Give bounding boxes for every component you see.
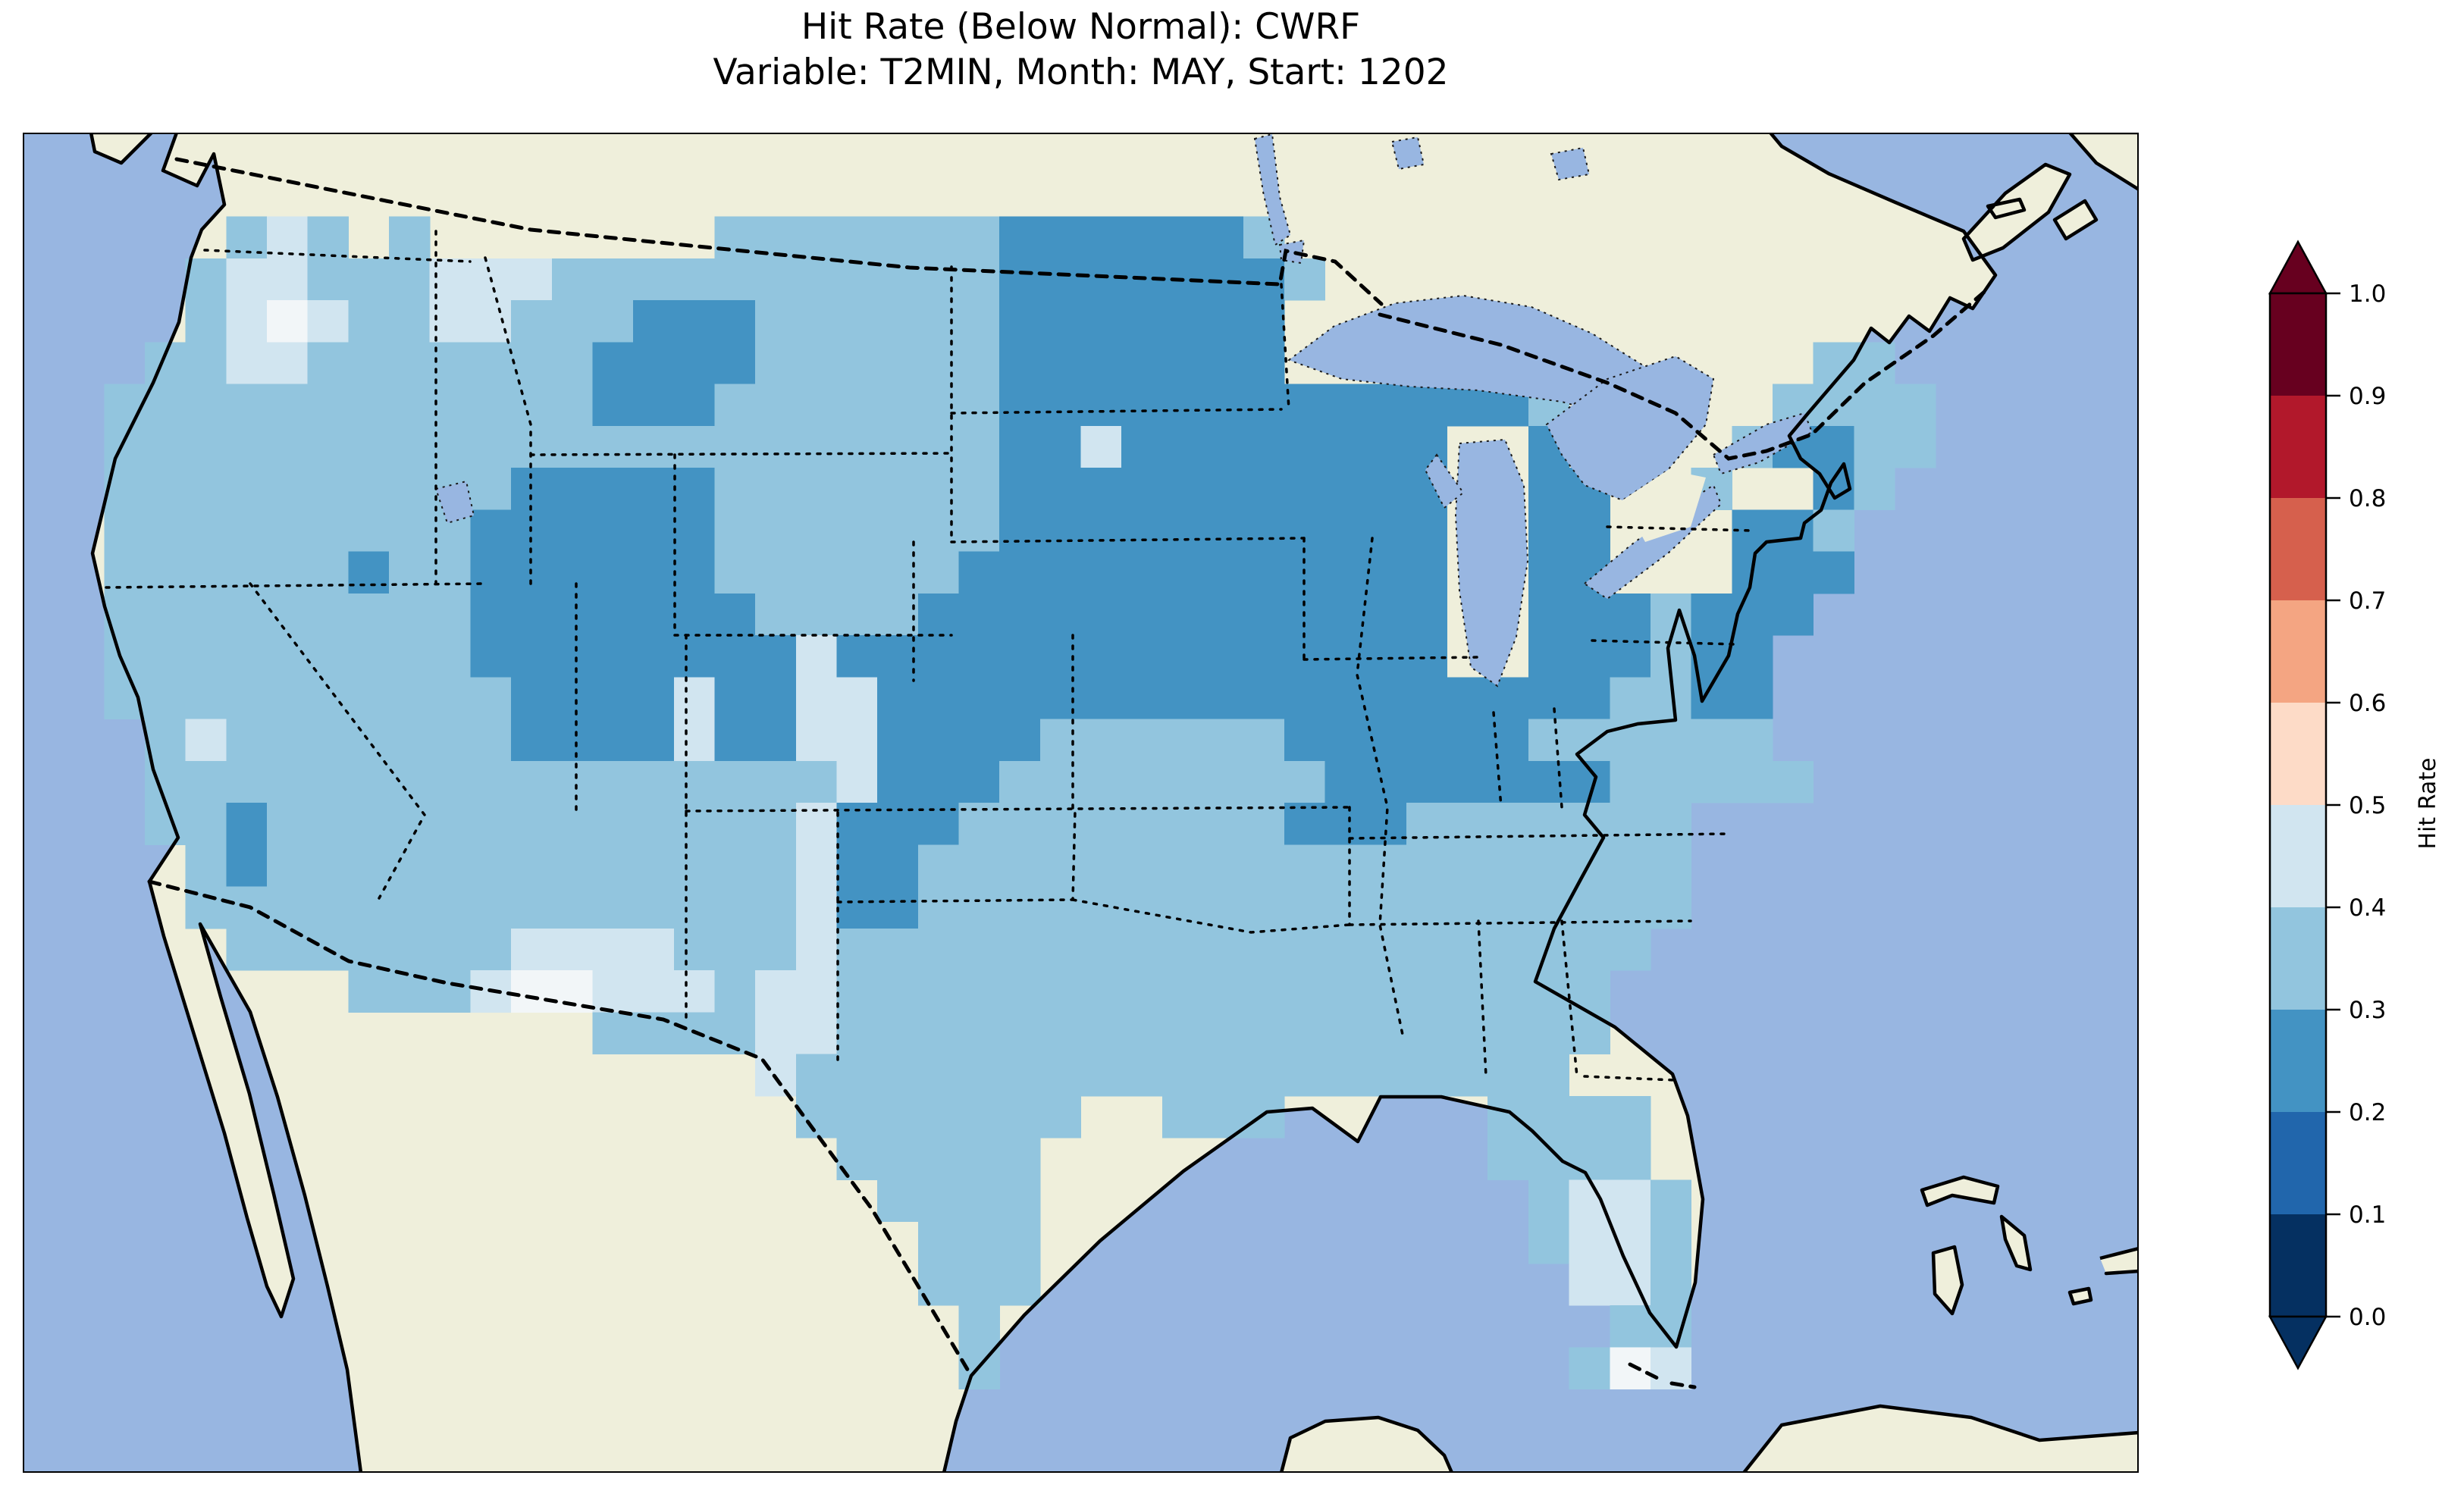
- colorbar-ticks: 1.0 0.9 0.8 0.7 0.6 0.5 0.4 0.3 0.2 0.1 0.0: [2326, 280, 2386, 1331]
- coastline: [89, 133, 2139, 1473]
- canada-lake-small-1: [1390, 136, 1425, 171]
- us-canada-border: [174, 157, 1384, 306]
- us-canada-border-east: [1378, 287, 1990, 461]
- map-canvas: [23, 133, 2139, 1473]
- svg-text:0.3: 0.3: [2349, 997, 2386, 1024]
- colorbar-arrow-down: [2268, 1315, 2328, 1370]
- svg-text:0.8: 0.8: [2349, 485, 2386, 512]
- international-borders: [147, 157, 1990, 1389]
- great-salt-lake: [434, 480, 475, 525]
- us-mexico-border: [147, 879, 973, 1378]
- canada-lake-small-2: [1550, 146, 1591, 181]
- svg-text:0.6: 0.6: [2349, 690, 2386, 717]
- title-line-1: Hit Rate (Below Normal): CWRF: [801, 6, 1361, 48]
- figure-title: Hit Rate (Below Normal): CWRF Variable: …: [23, 5, 2139, 96]
- svg-text:1.0: 1.0: [2349, 280, 2386, 308]
- svg-text:0.2: 0.2: [2349, 1099, 2386, 1126]
- colorbar-segments: [2270, 293, 2326, 1317]
- colorbar-canvas: 1.0 0.9 0.8 0.7 0.6 0.5 0.4 0.3 0.2 0.1 0.0 Hit Ra…: [2268, 240, 2441, 1370]
- green-bay: [1424, 453, 1465, 509]
- lake-ontario: [1712, 412, 1814, 475]
- svg-text:0.9: 0.9: [2349, 383, 2386, 410]
- state-borders: [105, 230, 1753, 1082]
- colorbar: 1.0 0.9 0.8 0.7 0.6 0.5 0.4 0.3 0.2 0.1 0.0 Hit Ra…: [2259, 233, 2464, 1385]
- map-panel: [23, 133, 2139, 1473]
- lake-huron: [1545, 355, 1715, 502]
- ontario-peninsula: [1622, 470, 1706, 542]
- lake-winnipeg: [1253, 133, 1292, 246]
- svg-text:0.4: 0.4: [2349, 894, 2386, 922]
- colorbar-arrow-up: [2268, 240, 2328, 295]
- lakes: [434, 133, 1814, 687]
- title-line-2: Variable: T2MIN, Month: MAY, Start: 1202: [713, 52, 1449, 93]
- svg-text:0.1: 0.1: [2349, 1201, 2386, 1229]
- svg-text:0.7: 0.7: [2349, 587, 2386, 615]
- florida-keys: [1628, 1362, 1697, 1389]
- colorbar-label: Hit Rate: [2415, 758, 2441, 850]
- lake-michigan: [1454, 438, 1529, 687]
- svg-text:0.0: 0.0: [2349, 1304, 2386, 1331]
- svg-text:0.5: 0.5: [2349, 792, 2386, 819]
